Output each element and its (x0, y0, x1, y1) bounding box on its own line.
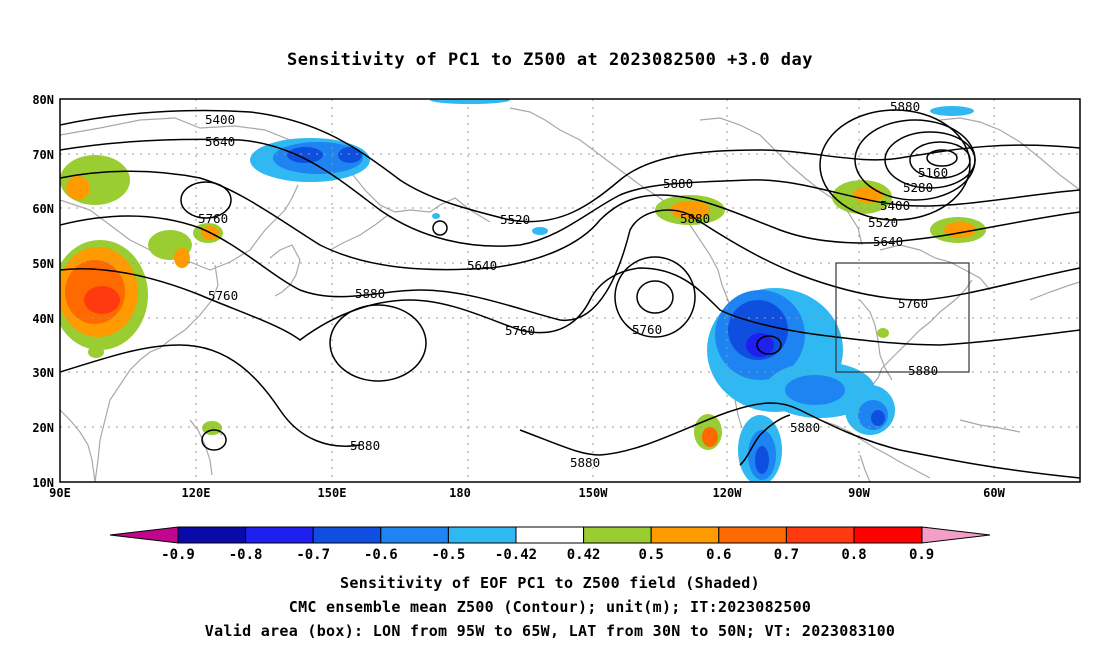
lon-label: 90E (49, 486, 71, 500)
lat-label: 40N (32, 312, 54, 326)
colorbar-swatch (718, 526, 787, 544)
colorbar-swatch (650, 526, 720, 544)
lat-label: 80N (32, 93, 54, 107)
lat-label: 70N (32, 148, 54, 162)
colorbar-tick-label: -0.6 (364, 547, 398, 563)
contour-label: 5880 (355, 286, 385, 301)
colorbar-tick-label: 0.6 (706, 547, 731, 563)
lon-label: 120E (182, 486, 211, 500)
contour-label-group: 5400 5880 5640 5760 5520 5640 5760 5880 … (198, 99, 948, 470)
colorbar-swatch (785, 526, 855, 544)
lat-label: 60N (32, 202, 54, 216)
shaded-sensitivity (60, 99, 986, 482)
contour-label: 5880 (570, 455, 600, 470)
caption-line-1: Sensitivity of EOF PC1 to Z500 field (Sh… (340, 574, 760, 592)
colorbar-swatch (583, 526, 652, 544)
contour-label: 5520 (868, 215, 898, 230)
colorbar: -0.9 -0.8 -0.7 -0.6 -0.5 -0.42 0.42 0.5 0.6 0.7 0.… (109, 526, 991, 563)
lon-label: 60W (983, 486, 1005, 500)
colorbar-swatch (447, 526, 517, 544)
colorbar-swatch (380, 526, 449, 544)
contour-label: 5880 (890, 99, 920, 114)
lon-label: 150E (318, 486, 347, 500)
colorbar-tick-label: 0.8 (841, 547, 866, 563)
contour-label: 5760 (632, 322, 662, 337)
contour-label: 5880 (350, 438, 380, 453)
longitude-axis: 90E 120E 150E 180 150W 120W 90W 60W (49, 486, 1005, 500)
lon-label: 120W (713, 486, 743, 500)
contour-label: 5760 (505, 323, 535, 338)
contour-label: 5640 (873, 234, 903, 249)
colorbar-tick-label: 0.5 (639, 547, 664, 563)
latitude-axis: 80N 70N 60N 50N 40N 30N 20N 10N (32, 93, 54, 490)
lat-label: 30N (32, 366, 54, 380)
contour-label: 5880 (680, 211, 710, 226)
contour-label: 5880 (663, 176, 693, 191)
colorbar-swatch (312, 526, 382, 544)
contour-label: 5640 (205, 134, 235, 149)
contour-label: 5760 (208, 288, 238, 303)
contour-label: 5520 (500, 212, 530, 227)
colorbar-swatch (245, 526, 314, 544)
colorbar-tick-label: -0.5 (432, 547, 466, 563)
colorbar-high-end (921, 526, 991, 544)
z500-contours (60, 109, 1080, 479)
contour-label: 5160 (918, 165, 948, 180)
lat-label: 50N (32, 257, 54, 271)
colorbar-tick-label: -0.42 (495, 547, 537, 563)
colorbar-swatch (515, 526, 585, 544)
contour-label: 5760 (898, 296, 928, 311)
colorbar-tick-label: -0.7 (296, 547, 330, 563)
figure-title: Sensitivity of PC1 to Z500 at 2023082500… (286, 50, 813, 70)
colorbar-swatch (853, 526, 923, 544)
contour-label: 5400 (880, 198, 910, 213)
lon-label: 150W (579, 486, 609, 500)
contour-label: 5640 (467, 258, 497, 273)
lon-label: 180 (449, 486, 471, 500)
contour-label: 5880 (790, 420, 820, 435)
map-frame (59, 98, 1081, 483)
colorbar-tick-label: -0.8 (229, 547, 263, 563)
caption-line-2: CMC ensemble mean Z500 (Contour); unit(m… (288, 598, 812, 616)
colorbar-tick-label: 0.7 (774, 547, 799, 563)
contour-label: 5280 (903, 180, 933, 195)
colorbar-tick-label: 0.9 (909, 547, 934, 563)
contour-label: 5760 (198, 211, 228, 226)
colorbar-low-end (109, 526, 179, 544)
contour-label: 5880 (908, 363, 938, 378)
contour-label: 5400 (205, 112, 235, 127)
valid-area-box (835, 262, 970, 373)
lon-label: 90W (848, 486, 870, 500)
colorbar-swatch (177, 526, 247, 544)
caption-line-3: Valid area (box): LON from 95W to 65W, L… (204, 622, 896, 640)
colorbar-tick-label: 0.42 (567, 547, 601, 563)
lat-label: 10N (32, 476, 54, 490)
lat-label: 20N (32, 421, 54, 435)
colorbar-tick-label: -0.9 (161, 547, 195, 563)
